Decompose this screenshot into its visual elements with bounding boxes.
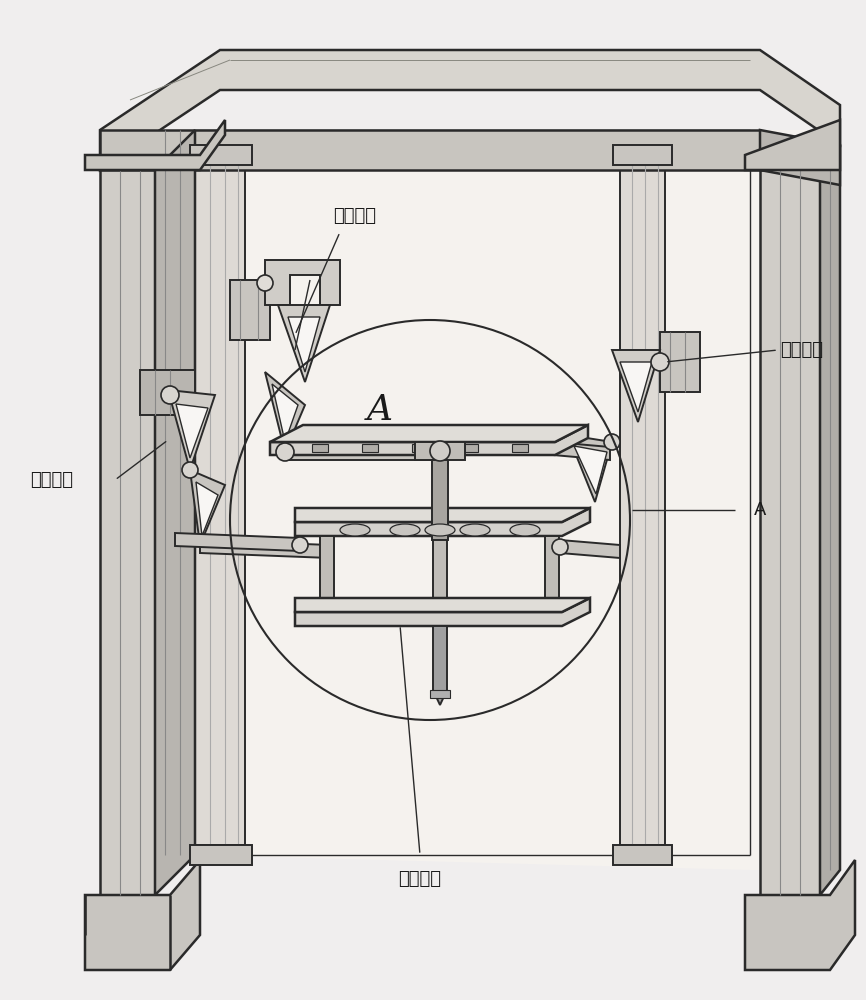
Polygon shape: [660, 332, 700, 392]
Polygon shape: [140, 370, 195, 415]
Polygon shape: [265, 260, 340, 305]
Circle shape: [552, 539, 568, 555]
Polygon shape: [272, 384, 298, 442]
Ellipse shape: [390, 524, 420, 536]
Polygon shape: [613, 845, 672, 865]
Ellipse shape: [425, 524, 455, 536]
Polygon shape: [190, 145, 252, 165]
Text: 第三分支: 第三分支: [780, 341, 823, 359]
Bar: [320, 536, 334, 621]
Text: A: A: [367, 393, 393, 427]
Ellipse shape: [510, 524, 540, 536]
Polygon shape: [430, 690, 450, 698]
Polygon shape: [285, 445, 440, 460]
Polygon shape: [745, 120, 840, 170]
Polygon shape: [760, 130, 840, 185]
Polygon shape: [100, 130, 760, 170]
Polygon shape: [195, 130, 820, 870]
Circle shape: [161, 386, 179, 404]
Circle shape: [651, 353, 669, 371]
Ellipse shape: [340, 524, 370, 536]
Bar: [362, 444, 378, 452]
Bar: [462, 444, 478, 452]
Polygon shape: [200, 540, 330, 558]
Bar: [512, 444, 528, 452]
Polygon shape: [295, 598, 590, 626]
Polygon shape: [195, 160, 245, 845]
Bar: [312, 444, 328, 452]
Polygon shape: [295, 598, 590, 612]
Text: 第一分支: 第一分支: [30, 471, 73, 489]
Polygon shape: [613, 145, 672, 165]
Polygon shape: [168, 390, 215, 470]
Polygon shape: [230, 280, 270, 340]
Polygon shape: [295, 508, 590, 536]
Circle shape: [276, 443, 294, 461]
Ellipse shape: [460, 524, 490, 536]
Polygon shape: [175, 533, 300, 551]
Polygon shape: [190, 845, 252, 865]
Bar: [545, 536, 559, 621]
Polygon shape: [270, 425, 588, 442]
Polygon shape: [620, 362, 652, 412]
Polygon shape: [270, 425, 588, 455]
Polygon shape: [190, 470, 225, 545]
Text: A: A: [753, 501, 766, 519]
Polygon shape: [433, 626, 447, 705]
Polygon shape: [820, 145, 840, 895]
Polygon shape: [196, 482, 218, 536]
Polygon shape: [760, 170, 820, 895]
Polygon shape: [745, 860, 855, 970]
Circle shape: [182, 462, 198, 478]
Polygon shape: [295, 508, 590, 522]
Polygon shape: [100, 170, 155, 895]
Circle shape: [430, 441, 450, 461]
Polygon shape: [85, 120, 225, 170]
Polygon shape: [415, 442, 465, 460]
Bar: [433, 536, 447, 621]
Polygon shape: [560, 540, 620, 558]
Polygon shape: [85, 860, 200, 970]
Polygon shape: [288, 317, 320, 372]
Polygon shape: [155, 130, 195, 895]
Polygon shape: [530, 440, 610, 460]
Circle shape: [604, 434, 620, 450]
Circle shape: [257, 275, 273, 291]
Text: 第二分支: 第二分支: [333, 207, 377, 225]
Text: 第四分支: 第四分支: [398, 870, 442, 888]
Polygon shape: [568, 435, 612, 502]
Bar: [412, 444, 428, 452]
Polygon shape: [574, 446, 607, 494]
Polygon shape: [265, 372, 305, 452]
Polygon shape: [620, 160, 665, 845]
Polygon shape: [176, 404, 208, 458]
Polygon shape: [100, 50, 840, 170]
Circle shape: [292, 537, 308, 553]
Polygon shape: [278, 305, 330, 382]
Polygon shape: [432, 460, 448, 540]
Polygon shape: [612, 350, 660, 422]
